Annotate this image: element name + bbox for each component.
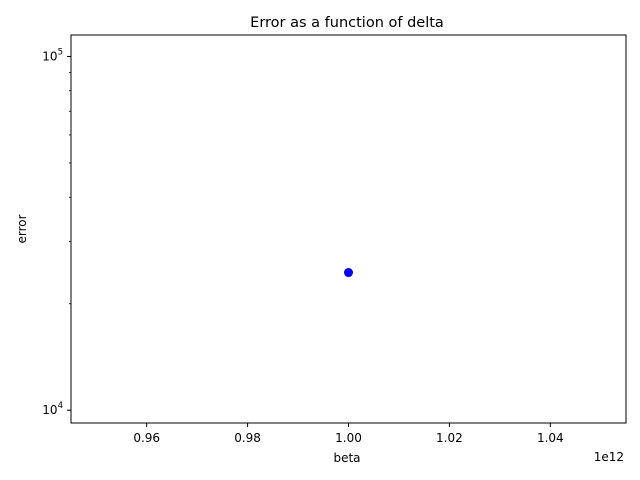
data-points bbox=[344, 268, 353, 278]
y-tick-label: 104 bbox=[42, 401, 63, 417]
plot-area bbox=[70, 34, 627, 424]
x-axis-label: beta bbox=[333, 451, 360, 465]
data-point bbox=[344, 268, 353, 278]
y-tick-label-base: 10 bbox=[42, 403, 57, 417]
y-axis-label: error bbox=[15, 214, 29, 243]
x-tick-label: 0.96 bbox=[133, 431, 160, 445]
y-tick-label-exponent: 5 bbox=[58, 47, 63, 57]
y-tick-label: 105 bbox=[42, 47, 63, 63]
x-axis-ticks: 0.96 0.98 1.00 1.02 1.04 bbox=[133, 423, 564, 445]
x-tick-label: 1.04 bbox=[537, 431, 564, 445]
y-tick-label-base: 10 bbox=[42, 49, 57, 63]
x-tick-label: 1.00 bbox=[335, 431, 362, 445]
x-tick-label: 0.98 bbox=[234, 431, 261, 445]
chart-title: Error as a function of delta bbox=[250, 15, 444, 31]
y-tick-label-exponent: 4 bbox=[58, 401, 63, 411]
x-offset-label: 1e12 bbox=[594, 450, 624, 464]
x-tick-label: 1.02 bbox=[436, 431, 463, 445]
